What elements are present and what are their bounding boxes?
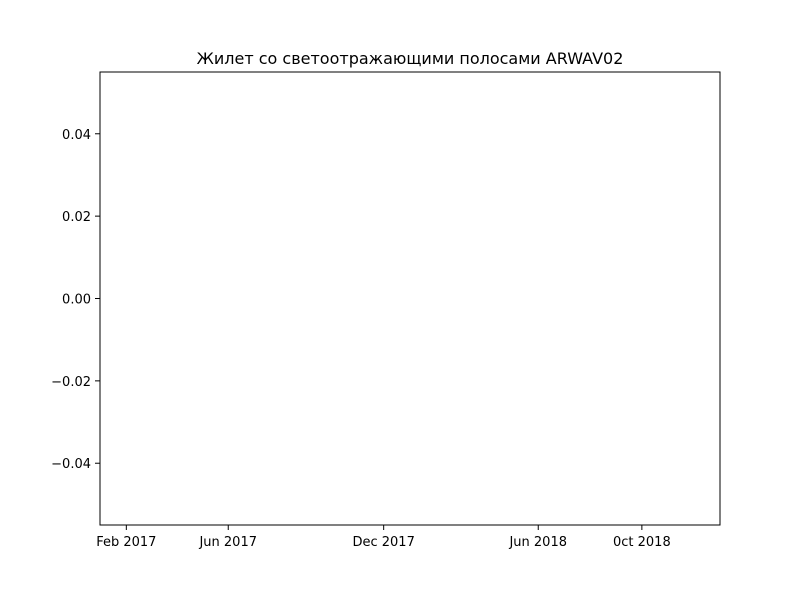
y-tick-label: 0.04 [62, 128, 91, 143]
y-axis: 0.04 0.02 0.00 −0.02 −0.04 [51, 128, 100, 472]
y-tick-label: −0.04 [51, 457, 91, 472]
x-tick-label: Dec 2017 [352, 535, 414, 550]
y-tick-label: 0.02 [62, 210, 91, 225]
x-tick-label: Feb 2017 [96, 535, 156, 550]
x-tick-label: 0ct 2018 [613, 535, 671, 550]
x-tick-label: Jun 2017 [198, 535, 257, 550]
chart-title: Жилет со светоотражающими полосами ARWAV… [197, 49, 624, 68]
x-tick-label: Jun 2018 [508, 535, 567, 550]
y-tick-label: −0.02 [51, 375, 91, 390]
x-axis: Feb 2017 Jun 2017 Dec 2017 Jun 2018 0ct 2018 [96, 525, 671, 550]
y-tick-label: 0.00 [62, 293, 91, 308]
